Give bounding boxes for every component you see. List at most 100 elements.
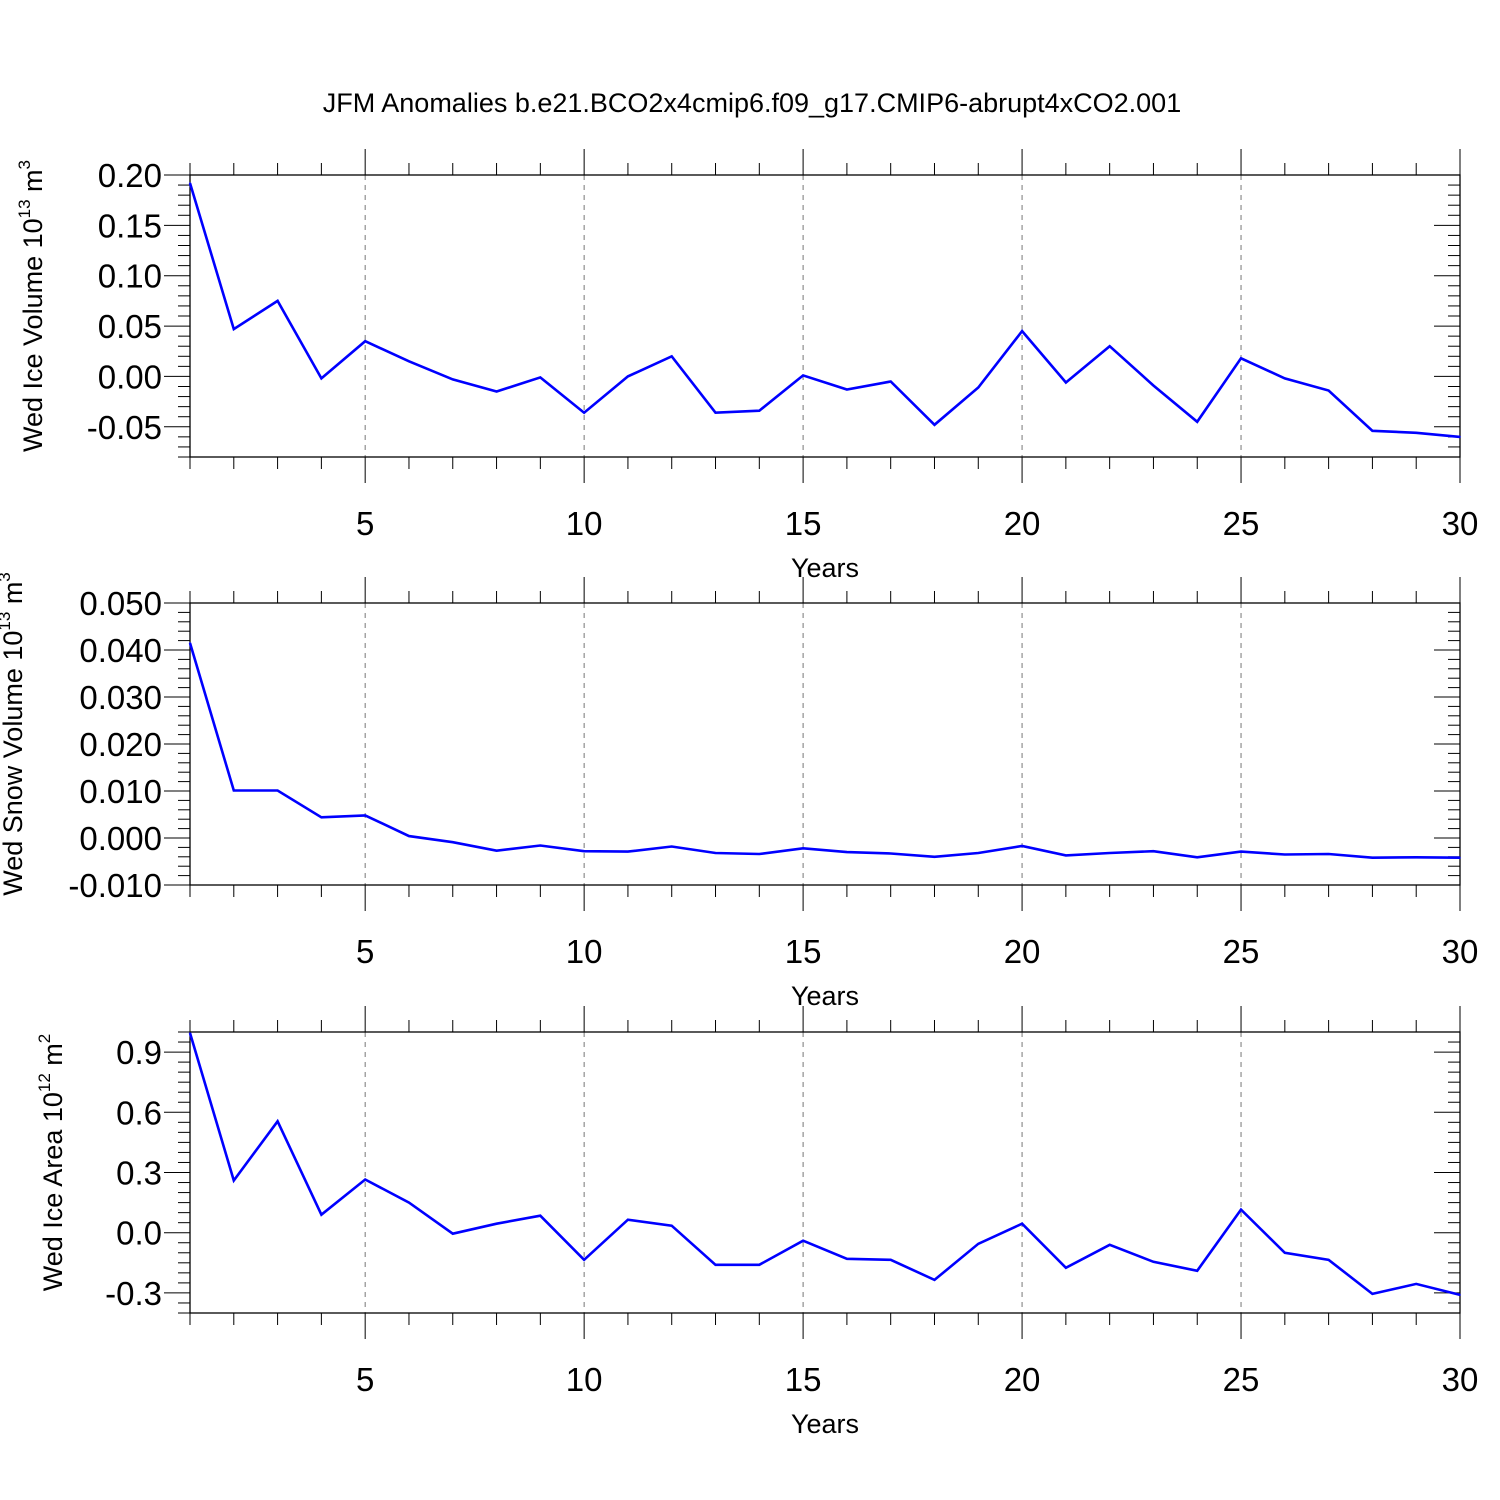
y-label-main: Wed Ice Area 10 [38,1092,68,1291]
y-tick-label: 0.9 [116,1034,162,1071]
y-label-main: Wed Snow Volume 10 [0,631,28,896]
data-point [1415,432,1418,434]
y-label-unit-exponent: 3 [15,160,34,169]
data-point [539,1214,542,1217]
data-point [1459,436,1461,438]
y-label-main: Wed Ice Volume 10 [18,218,48,452]
y-label-unit-exponent: 2 [35,1034,54,1043]
data-point [1459,1294,1461,1296]
figure-title: JFM Anomalies b.e21.BCO2x4cmip6.f09_g17.… [323,88,1181,118]
data-point [802,1239,804,1242]
data-point [1196,1270,1199,1272]
y-label-unit-exponent: 3 [0,572,14,581]
data-point [1065,1267,1067,1269]
data-point [933,1279,936,1281]
y-tick-label: 0.000 [79,820,162,857]
data-point [1152,1261,1155,1263]
data-point [1021,330,1023,332]
x-tick-label: 5 [356,505,374,542]
data-point [276,1120,279,1123]
y-tick-label: 0.00 [98,358,162,395]
data-point [1065,854,1067,857]
data-point [1108,345,1111,348]
x-tick-label: 10 [566,933,603,970]
data-point [320,816,323,819]
x-axis-label: Years [791,553,859,583]
data-point [408,360,410,363]
series-line [188,642,1461,860]
data-point [1152,384,1155,387]
data-point [1459,856,1461,859]
data-point [1327,389,1330,392]
y-label-exponent: 13 [0,612,14,631]
data-point [451,841,454,844]
data-point [1284,853,1286,856]
plot-frame [189,602,1461,886]
data-point [889,1259,892,1261]
data-point [670,355,673,358]
data-point [1371,856,1374,859]
y-axis-label: Wed Ice Volume 1013 m3 [15,160,48,452]
data-point [846,388,848,391]
plot-frame [189,1031,1461,1314]
y-tick-label: 0.15 [98,207,162,244]
data-point [627,375,629,378]
y-tick-label: 0.6 [116,1094,162,1131]
data-point [933,856,936,858]
data-point [1327,1259,1330,1261]
data-point [1021,1222,1023,1225]
data-point [189,1032,191,1034]
data-point [189,642,191,644]
data-point [539,844,542,847]
data-point [758,409,761,412]
x-tick-label: 5 [356,933,374,970]
data-point [1415,1283,1418,1285]
data-point [889,852,892,855]
y-label-unit: m [18,169,48,199]
data-point [189,182,191,184]
data-point [802,847,804,850]
data-point [364,814,366,817]
y-tick-label: 0.0 [116,1215,162,1252]
y-tick-label: 0.030 [79,679,162,716]
y-tick-label: -0.05 [87,409,162,446]
data-point [320,377,323,380]
x-tick-label: 10 [566,1361,603,1398]
y-axis-label: Wed Ice Area 1012 m2 [35,1034,68,1292]
data-point [276,300,279,302]
data-point [232,1179,235,1182]
data-point [1371,430,1374,432]
data-point [846,851,848,853]
x-tick-label: 30 [1442,933,1479,970]
data-point [627,1218,629,1221]
data-point [714,852,717,854]
data-point [889,380,892,383]
data-point [714,1264,717,1266]
data-point [802,374,804,377]
panel-2: 5 10 15 20 25 30 Years 0.050 0.040 0.030 0.020 0.01… [0,572,1478,1011]
series-line [188,182,1461,439]
data-point [670,1224,673,1227]
data-point [1196,856,1199,859]
data-point [1108,852,1111,854]
x-tick-label: 20 [1004,933,1041,970]
y-tick-label: -0.010 [68,867,162,904]
data-point [232,328,235,330]
y-axis-label: Wed Snow Volume 1013 m3 [0,572,28,896]
data-point [320,1213,323,1216]
x-tick-label: 20 [1004,1361,1041,1398]
x-tick-label: 25 [1223,1361,1260,1398]
data-point [758,1264,761,1266]
data-point [977,386,980,389]
x-tick-label: 30 [1442,505,1479,542]
y-tick-label: 0.20 [98,157,162,194]
data-point [408,1201,410,1204]
data-point [451,378,454,381]
panels: 5 10 15 20 25 30Years0.200.150.100.050.00-0.0… [0,149,1478,1439]
y-tick-label: 0.050 [79,585,162,622]
data-point [1284,377,1286,380]
data-point [1371,1293,1374,1295]
x-axis-label: Years [791,1409,859,1439]
data-point [627,850,629,853]
y-tick-label: 0.040 [79,632,162,669]
